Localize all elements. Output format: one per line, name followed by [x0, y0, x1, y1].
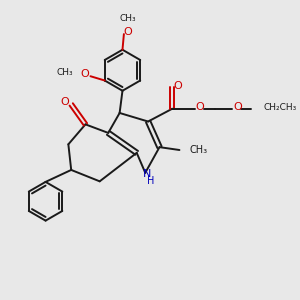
Text: O: O: [173, 81, 182, 91]
Text: CH₂CH₃: CH₂CH₃: [263, 103, 297, 112]
Text: CH₃: CH₃: [57, 68, 74, 77]
Text: O: O: [233, 102, 242, 112]
Text: O: O: [80, 69, 89, 79]
Text: CH₃: CH₃: [120, 14, 136, 23]
Text: H: H: [147, 176, 154, 186]
Text: O: O: [196, 102, 205, 112]
Text: O: O: [124, 27, 133, 37]
Text: O: O: [61, 97, 69, 106]
Text: CH₃: CH₃: [189, 145, 208, 155]
Text: N: N: [142, 169, 151, 179]
